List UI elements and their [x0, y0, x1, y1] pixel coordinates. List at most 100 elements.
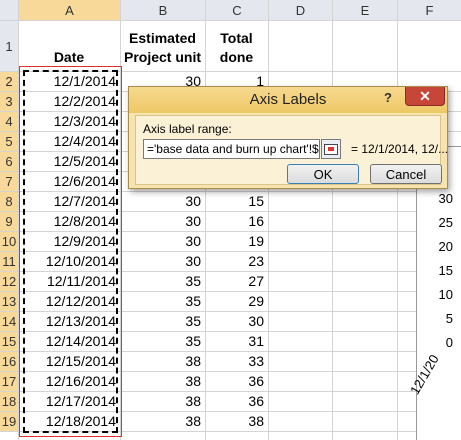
- row-header[interactable]: 8: [0, 192, 18, 211]
- close-button[interactable]: ✕: [405, 87, 445, 106]
- range-preview: = 12/1/2014, 12/...: [351, 142, 449, 156]
- cell[interactable]: 33: [248, 353, 264, 369]
- dialog: Axis Labels ? ✕ Axis label range: ='base…: [128, 86, 448, 189]
- row-header[interactable]: 13: [0, 292, 18, 311]
- column-header[interactable]: B: [121, 0, 205, 20]
- grid-line: [0, 431, 461, 432]
- cell[interactable]: 12/11/2014: [46, 273, 116, 289]
- row-header[interactable]: 11: [0, 252, 18, 271]
- row-header[interactable]: 6: [0, 152, 18, 171]
- cell[interactable]: 12/12/2014: [45, 293, 116, 309]
- cell[interactable]: 12/17/2014: [45, 393, 116, 409]
- cell[interactable]: 38: [248, 413, 264, 429]
- cell[interactable]: 30: [185, 253, 201, 269]
- grid-line: [0, 311, 461, 312]
- row-header[interactable]: 19: [0, 412, 18, 431]
- column-header[interactable]: A: [19, 0, 120, 20]
- row-header[interactable]: 1: [0, 21, 18, 71]
- cell[interactable]: 30: [185, 233, 201, 249]
- cell[interactable]: 12/9/2014: [53, 233, 116, 249]
- cell[interactable]: 30: [185, 73, 201, 89]
- grid-line: [0, 191, 461, 192]
- grid-line: [0, 371, 461, 372]
- grid-line: [0, 411, 461, 412]
- grid-line: [0, 20, 461, 21]
- cell[interactable]: 30: [185, 193, 201, 209]
- cell[interactable]: 1: [256, 73, 264, 89]
- row-header[interactable]: 10: [0, 232, 18, 251]
- row-header[interactable]: 14: [0, 312, 18, 331]
- y-tick-label: 5: [445, 311, 453, 326]
- chart-area: [416, 146, 461, 440]
- title-bar: [129, 87, 447, 113]
- cancel-button[interactable]: Cancel: [370, 164, 442, 184]
- cell[interactable]: 29: [248, 293, 264, 309]
- cell[interactable]: 38: [185, 373, 201, 389]
- row-header[interactable]: 3: [0, 92, 18, 111]
- selection-outline: [19, 66, 122, 437]
- grid-line: [268, 0, 269, 440]
- collapse-button[interactable]: [321, 139, 341, 159]
- column-header[interactable]: E: [333, 0, 397, 20]
- cell[interactable]: 23: [248, 253, 264, 269]
- corner: [0, 0, 18, 20]
- y-tick-label: 15: [438, 263, 453, 278]
- cell[interactable]: 38: [185, 353, 201, 369]
- cell[interactable]: 35: [185, 293, 201, 309]
- cell[interactable]: 12/1/2014: [53, 73, 116, 89]
- row-header[interactable]: 5: [0, 132, 18, 151]
- cell[interactable]: 30: [248, 313, 264, 329]
- ok-button[interactable]: OK: [287, 164, 359, 184]
- cell[interactable]: 12/7/2014: [53, 193, 116, 209]
- row-header[interactable]: 16: [0, 352, 18, 371]
- cell[interactable]: 15: [248, 193, 264, 209]
- grid-line: [0, 291, 461, 292]
- header-cell[interactable]: Estimated Project unit: [123, 30, 201, 65]
- row-header[interactable]: 12: [0, 272, 18, 291]
- y-tick-label: 0: [445, 335, 453, 350]
- cell[interactable]: 38: [185, 393, 201, 409]
- cell[interactable]: 12/3/2014: [53, 113, 116, 129]
- row-header[interactable]: 7: [0, 172, 18, 191]
- cell[interactable]: 31: [248, 333, 264, 349]
- cell[interactable]: 12/6/2014: [53, 173, 116, 189]
- row-header[interactable]: 18: [0, 392, 18, 411]
- help-button[interactable]: ?: [384, 90, 392, 105]
- cell[interactable]: 16: [248, 213, 264, 229]
- column-header[interactable]: C: [206, 0, 268, 20]
- cell[interactable]: 27: [248, 273, 264, 289]
- cell[interactable]: 19: [248, 233, 264, 249]
- cell[interactable]: 12/16/2014: [45, 373, 116, 389]
- cell[interactable]: 12/13/2014: [45, 313, 116, 329]
- column-header[interactable]: F: [398, 0, 461, 20]
- header-cell[interactable]: Date: [53, 49, 85, 65]
- grid-line: [0, 231, 461, 232]
- grid-line: [0, 351, 461, 352]
- cell[interactable]: 12/8/2014: [53, 213, 116, 229]
- cell[interactable]: 38: [185, 413, 201, 429]
- cell[interactable]: 36: [248, 393, 264, 409]
- row-header[interactable]: 4: [0, 112, 18, 131]
- column-header[interactable]: D: [269, 0, 332, 20]
- cell[interactable]: 12/4/2014: [53, 133, 116, 149]
- range-input[interactable]: ='base data and burn up chart'!$A$: [143, 139, 320, 159]
- grid-line: [120, 0, 121, 440]
- cell[interactable]: 12/14/2014: [45, 333, 116, 349]
- cell[interactable]: 12/5/2014: [53, 153, 116, 169]
- y-tick-label: 20: [438, 239, 453, 254]
- row-header[interactable]: 2: [0, 72, 18, 91]
- cell[interactable]: 12/10/2014: [45, 253, 116, 269]
- row-header[interactable]: 9: [0, 212, 18, 231]
- cell[interactable]: 30: [185, 213, 201, 229]
- row-header[interactable]: 15: [0, 332, 18, 351]
- cell[interactable]: 12/15/2014: [45, 353, 116, 369]
- cell[interactable]: 35: [185, 313, 201, 329]
- row-header[interactable]: 17: [0, 372, 18, 391]
- header-cell[interactable]: Total done: [219, 30, 254, 65]
- cell[interactable]: 12/18/2014: [45, 413, 116, 429]
- cell[interactable]: 35: [185, 333, 201, 349]
- cell[interactable]: 35: [185, 273, 201, 289]
- cell[interactable]: 12/2/2014: [53, 93, 116, 109]
- cell[interactable]: 36: [248, 373, 264, 389]
